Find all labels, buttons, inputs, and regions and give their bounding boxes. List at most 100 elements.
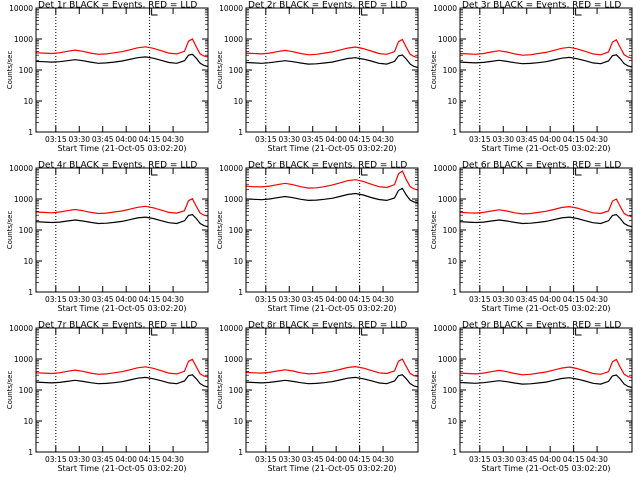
x-tick-label: 03:15 <box>45 455 67 464</box>
y-tick-label: 10 <box>23 257 33 266</box>
panel-title: Det 3r BLACK = Events, RED = LLD <box>462 1 621 11</box>
plot-frame <box>459 7 633 133</box>
series-lld-line <box>35 197 209 217</box>
y-tick-label: 10 <box>23 417 33 426</box>
interval-marker <box>361 8 368 16</box>
panel-det-2: Det 2r BLACK = Events, RED = LLD 1 10 100 10… <box>216 1 419 153</box>
x-tick-label: 04:30 <box>162 295 184 304</box>
interval-marker <box>575 328 582 336</box>
y-tick-label: 100 <box>229 226 244 235</box>
x-tick-label: 03:45 <box>516 295 538 304</box>
panel-title: Det 9r BLACK = Events, RED = LLD <box>462 321 621 331</box>
x-tick-label: 04:30 <box>586 135 608 144</box>
plot-frame <box>459 167 633 293</box>
panel-title: Det 4r BLACK = Events, RED = LLD <box>38 161 197 171</box>
y-tick-label: 10 <box>447 97 457 106</box>
y-tick-label: 10 <box>233 257 243 266</box>
x-tick-label: 04:15 <box>139 135 161 144</box>
series-events-line <box>459 213 633 228</box>
y-tick-label: 100 <box>19 66 34 75</box>
x-axis-label: Start Time (21-Oct-05 03:02:20) <box>481 144 610 153</box>
x-tick-label: 03:30 <box>68 135 90 144</box>
x-axis-label: Start Time (21-Oct-05 03:02:20) <box>267 304 396 313</box>
series-lld-line <box>245 170 419 191</box>
x-tick-label: 03:30 <box>492 455 514 464</box>
y-tick-label: 100 <box>229 66 244 75</box>
panel-title: Det 8r BLACK = Events, RED = LLD <box>248 321 407 331</box>
y-axis-label: Counts/sec <box>6 51 14 90</box>
x-tick-label: 04:15 <box>349 295 371 304</box>
x-tick-label: 03:30 <box>68 295 90 304</box>
series-events-line <box>35 213 209 228</box>
y-tick-label: 10000 <box>9 4 33 13</box>
x-tick-label: 04:00 <box>115 295 137 304</box>
panel-det-1: Det 1r BLACK = Events, RED = LLD 1 10 100 10… <box>6 1 209 153</box>
series-events-line <box>245 187 419 204</box>
x-tick-label: 04:00 <box>115 455 137 464</box>
interval-marker <box>575 168 582 176</box>
y-tick-label: 100 <box>443 66 458 75</box>
x-tick-label: 03:15 <box>255 455 277 464</box>
y-tick-label: 10 <box>447 417 457 426</box>
y-axis-label: Counts/sec <box>216 371 224 410</box>
x-tick-label: 04:00 <box>325 295 347 304</box>
y-tick-label: 1000 <box>438 195 457 204</box>
plot-frame <box>35 167 209 293</box>
series-lld-line <box>35 358 209 378</box>
x-tick-label: 04:30 <box>372 455 394 464</box>
panel-det-9: Det 9r BLACK = Events, RED = LLD 1 10 100 10… <box>430 321 633 473</box>
y-tick-label: 10000 <box>433 164 457 173</box>
panel-det-3: Det 3r BLACK = Events, RED = LLD 1 10 100 10… <box>430 1 633 153</box>
series-lld-line <box>459 38 633 59</box>
y-tick-label: 10 <box>233 97 243 106</box>
x-tick-label: 03:15 <box>45 295 67 304</box>
x-tick-label: 04:15 <box>563 135 585 144</box>
interval-marker <box>151 8 158 16</box>
y-tick-label: 10 <box>233 417 243 426</box>
x-tick-label: 04:00 <box>115 135 137 144</box>
x-tick-label: 04:30 <box>372 135 394 144</box>
series-events-line <box>35 53 209 68</box>
x-tick-label: 03:45 <box>302 295 324 304</box>
panel-title: Det 2r BLACK = Events, RED = LLD <box>248 1 407 11</box>
y-axis-label: Counts/sec <box>430 51 438 90</box>
x-tick-label: 03:45 <box>92 135 114 144</box>
x-tick-label: 03:45 <box>302 135 324 144</box>
x-tick-label: 04:00 <box>539 135 561 144</box>
interval-marker <box>151 168 158 176</box>
y-tick-label: 1000 <box>14 35 33 44</box>
x-tick-label: 03:30 <box>68 455 90 464</box>
x-tick-label: 03:15 <box>45 135 67 144</box>
y-tick-label: 1 <box>28 288 33 297</box>
series-events-line <box>459 374 633 389</box>
x-axis-label: Start Time (21-Oct-05 03:02:20) <box>481 464 610 473</box>
panel-det-6: Det 6r BLACK = Events, RED = LLD 1 10 100 10… <box>430 161 633 313</box>
y-tick-label: 1000 <box>438 35 457 44</box>
x-tick-label: 03:15 <box>255 135 277 144</box>
x-tick-label: 03:45 <box>302 455 324 464</box>
panel-det-4: Det 4r BLACK = Events, RED = LLD 1 10 100 10… <box>6 161 209 313</box>
series-lld-line <box>35 38 209 58</box>
x-tick-label: 04:15 <box>563 295 585 304</box>
y-tick-label: 1000 <box>14 355 33 364</box>
interval-marker <box>361 168 368 176</box>
y-tick-label: 10000 <box>433 4 457 13</box>
x-tick-label: 04:15 <box>139 295 161 304</box>
x-tick-label: 04:00 <box>539 295 561 304</box>
panel-title: Det 1r BLACK = Events, RED = LLD <box>38 1 197 11</box>
plot-frame <box>459 327 633 453</box>
y-tick-label: 100 <box>443 226 458 235</box>
x-tick-label: 04:15 <box>349 135 371 144</box>
x-tick-label: 04:00 <box>325 135 347 144</box>
interval-marker <box>361 328 368 336</box>
y-tick-label: 10000 <box>219 164 243 173</box>
y-tick-label: 10000 <box>219 324 243 333</box>
series-events-line <box>459 54 633 68</box>
y-tick-label: 100 <box>19 226 34 235</box>
series-lld-line <box>459 198 633 218</box>
panel-title: Det 5r BLACK = Events, RED = LLD <box>248 161 407 171</box>
y-tick-label: 1 <box>452 288 457 297</box>
x-tick-label: 03:30 <box>492 295 514 304</box>
x-tick-label: 04:30 <box>162 455 184 464</box>
panel-title: Det 6r BLACK = Events, RED = LLD <box>462 161 621 171</box>
